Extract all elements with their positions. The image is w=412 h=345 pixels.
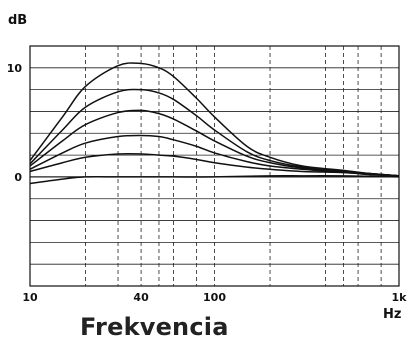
y-tick-labels: 10 0 — [7, 62, 23, 184]
x-tick-label: 1k — [392, 291, 408, 304]
y-axis-unit: dB — [8, 13, 27, 28]
grid — [30, 46, 399, 286]
x-tick-label: 10 — [22, 291, 38, 304]
x-tick-label: 100 — [203, 291, 226, 304]
series-line-3 — [29, 109, 400, 177]
y-tick-label: 10 — [7, 62, 23, 75]
x-tick-label: 40 — [133, 291, 149, 304]
x-axis-label: Frekvencia — [80, 313, 229, 341]
plot-frame — [29, 45, 400, 287]
x-axis-unit: Hz — [383, 307, 401, 322]
y-tick-label: 0 — [14, 171, 22, 184]
series-line-1 — [29, 62, 400, 177]
series-line-6 — [29, 174, 400, 185]
x-tick-labels: 10 40 100 1k — [22, 291, 407, 304]
series-line-5 — [29, 152, 400, 177]
series-group — [29, 62, 400, 185]
